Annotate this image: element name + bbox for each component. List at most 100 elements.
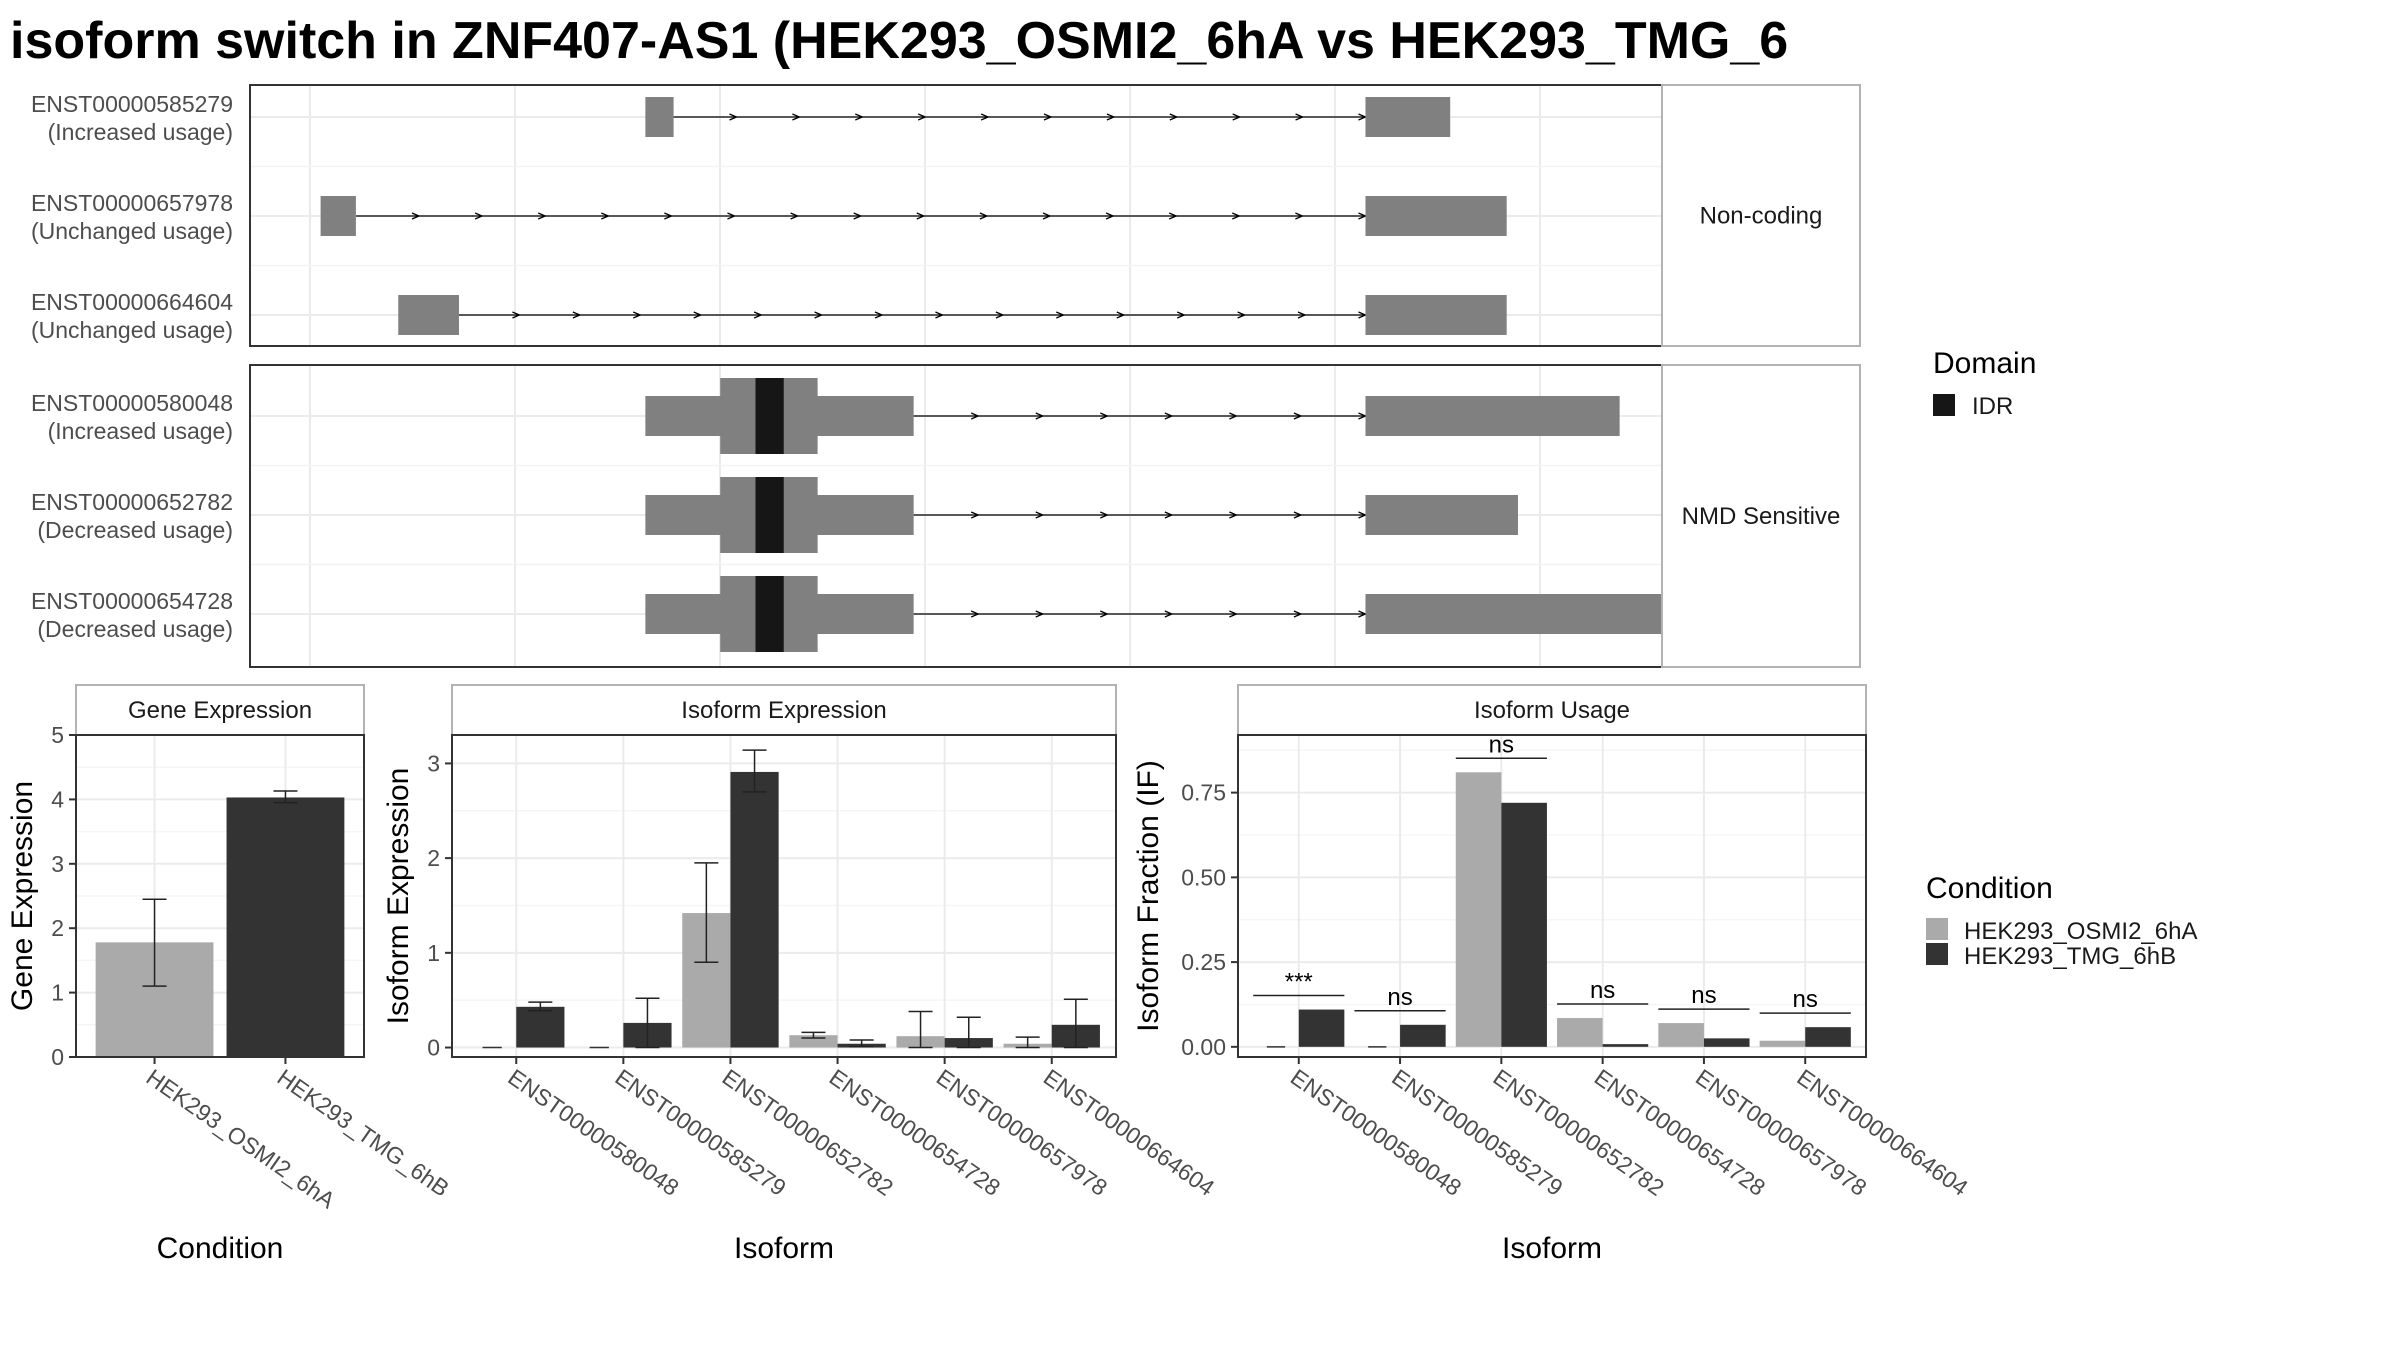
idr-domain (755, 576, 784, 652)
intron-arrow (1293, 511, 1303, 519)
panel-strip (75, 684, 365, 736)
intron-arrow (1164, 412, 1174, 420)
x-tick-label: ENST00000652782 (718, 1064, 898, 1201)
intron-arrow (1295, 113, 1305, 121)
panel-border (75, 734, 365, 1058)
intron-arrow (970, 412, 980, 420)
panel-border (1237, 734, 1867, 1058)
significance-label: ns (1387, 984, 1412, 1011)
intron-arrow (970, 511, 980, 519)
exon-utr (1365, 196, 1507, 236)
panel-title: Gene Expression (128, 697, 312, 724)
intron-arrow (935, 311, 945, 319)
x-tick-label: ENST00000664604 (1039, 1064, 1220, 1201)
condition-legend-title: Condition (1926, 872, 2053, 905)
intron-arrow (1295, 212, 1305, 220)
intron-arrow (979, 212, 989, 220)
y-tick-label: 1 (427, 940, 440, 966)
x-tick-label: ENST00000580048 (503, 1064, 683, 1201)
domain-legend-label-idr: IDR (1972, 393, 2013, 420)
intron-arrow (1106, 113, 1116, 121)
intron-arrow (980, 113, 990, 121)
transcript-usage-label: (Increased usage) (48, 119, 233, 145)
intron-arrow (1229, 610, 1239, 618)
x-tick-label: ENST00000657978 (932, 1064, 1112, 1201)
intron-arrow (474, 212, 484, 220)
exon-utr (320, 196, 356, 236)
condition-legend-swatch-osmi (1926, 918, 1948, 940)
facet-strip (1661, 364, 1861, 668)
x-tick-label: ENST00000664604 (1792, 1064, 1973, 1201)
condition-legend-swatch-tmg (1926, 943, 1948, 965)
intron-arrow (1035, 610, 1045, 618)
intron-arrow (792, 113, 802, 121)
y-tick-label: 4 (51, 786, 64, 812)
condition-legend-label-osmi: HEK293_OSMI2_6hA (1964, 918, 2197, 945)
intron-arrow (1105, 212, 1115, 220)
bar (1557, 1018, 1603, 1047)
bar (1759, 1040, 1806, 1047)
x-axis-title: Isoform (734, 1232, 834, 1265)
x-tick-label: ENST00000657978 (1691, 1064, 1871, 1201)
bar (1805, 1027, 1851, 1047)
significance-label: ns (1691, 982, 1716, 1009)
x-tick-label: ENST00000654728 (1590, 1064, 1770, 1201)
y-tick-label: 3 (427, 750, 440, 776)
intron-arrow (855, 113, 864, 121)
exon-utr (1365, 396, 1620, 436)
exon-utr (398, 295, 459, 335)
y-axis-title: Gene Expression (6, 781, 39, 1011)
intron-arrow (664, 212, 674, 220)
intron-arrow (1176, 311, 1186, 319)
intron-arrow (790, 212, 800, 220)
y-axis-title: Isoform Expression (382, 768, 415, 1025)
intron-arrow (1164, 511, 1174, 519)
intron-arrow (1043, 113, 1053, 121)
transcript-id-label: ENST00000654728 (31, 588, 233, 614)
domain-legend-title: Domain (1933, 347, 2036, 380)
bar (226, 797, 345, 1057)
transcript-usage-label: (Increased usage) (48, 418, 233, 444)
isoform-usage-panel: Isoform Usage 0.00 0.25 0.50 0.75 *** ns ns ns ns… (1132, 684, 1973, 1265)
significance-label: ns (1590, 977, 1615, 1004)
intron-arrow (1293, 412, 1303, 420)
facet-strip (1661, 84, 1861, 347)
y-axis-title: Isoform Fraction (IF) (1132, 760, 1165, 1032)
intron-arrow (1237, 311, 1247, 319)
idr-domain (755, 477, 784, 553)
x-axis-title: Isoform (1502, 1232, 1602, 1265)
significance-label: *** (1285, 969, 1313, 996)
exon-utr (645, 97, 674, 137)
x-tick-label: ENST00000652782 (1488, 1064, 1668, 1201)
intron-arrow (1100, 511, 1109, 519)
bar (1658, 1023, 1704, 1047)
intron-arrow (633, 311, 642, 319)
domain-legend: Domain IDR (1933, 347, 2036, 420)
intron-arrow (601, 212, 610, 220)
intron-arrow (1229, 412, 1239, 420)
exon-utr (1365, 495, 1518, 535)
transcript-usage-label: (Unchanged usage) (31, 218, 233, 244)
y-tick-label: 0 (51, 1044, 64, 1070)
intron-arrow (572, 311, 582, 319)
intron-arrow (537, 212, 547, 220)
panel-title: Isoform Expression (681, 697, 886, 724)
bar (516, 1006, 565, 1048)
bar (1298, 1009, 1345, 1047)
x-tick-label: ENST00000580048 (1286, 1064, 1466, 1201)
x-tick-label: ENST00000585279 (1387, 1064, 1567, 1201)
bar (1400, 1024, 1446, 1047)
y-tick-label: 0.25 (1181, 949, 1226, 975)
intron-arrow (1169, 113, 1179, 121)
bar (1501, 802, 1547, 1047)
transcript-usage-label: (Unchanged usage) (31, 317, 233, 343)
intron-arrow (1164, 610, 1174, 618)
intron-arrow (1229, 511, 1239, 519)
panel-title: Isoform Usage (1474, 697, 1630, 724)
bar (1703, 1038, 1750, 1047)
y-tick-label: 5 (51, 722, 64, 748)
domain-legend-swatch-idr (1933, 394, 1955, 416)
y-tick-label: 2 (51, 915, 64, 941)
intron-arrow (1056, 311, 1065, 319)
